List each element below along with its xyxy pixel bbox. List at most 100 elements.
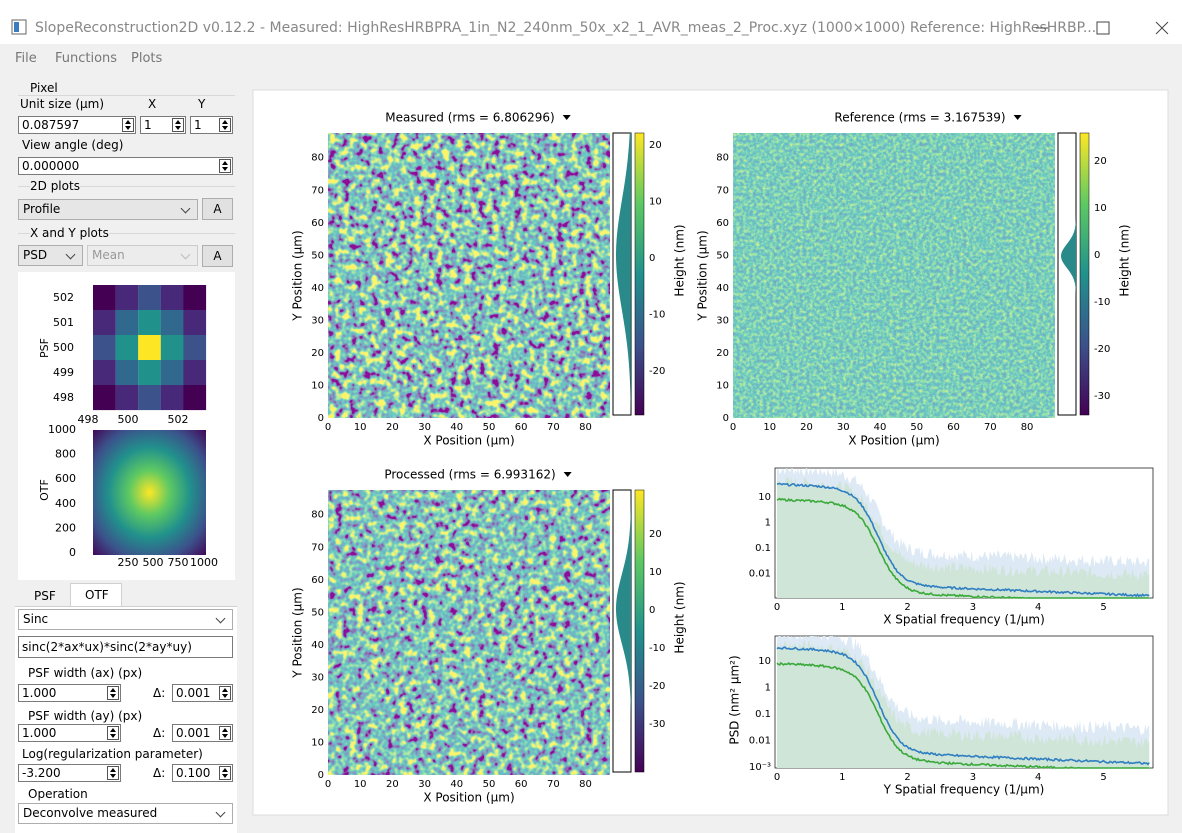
psf-cell: [115, 310, 139, 336]
x-tick-label: 0: [325, 422, 331, 433]
y-axis-label: Y Position (μm): [291, 230, 305, 321]
close-button[interactable]: [1155, 21, 1169, 35]
menu-plots[interactable]: Plots: [131, 51, 163, 66]
x-tick-label: 60: [515, 422, 528, 433]
colorbar-tick-label: 20: [1094, 156, 1107, 167]
x-tick-label: 20: [386, 422, 399, 433]
y-axis-label: PSF: [38, 338, 51, 358]
spinner[interactable]: [107, 766, 119, 780]
expression-input[interactable]: sinc(2*ax*ux)*sinc(2*ay*uy): [18, 636, 233, 658]
y-tick-label: 40: [311, 640, 324, 651]
combo-text: Mean: [92, 248, 125, 262]
input-text: 1: [144, 118, 152, 132]
y-tick-label: 50: [716, 250, 729, 261]
y-tick-label: 502: [53, 291, 74, 304]
button[interactable]: A: [202, 245, 233, 267]
reg-input[interactable]: -3.200: [18, 764, 121, 782]
operation-combo[interactable]: Deconvolve measured: [18, 803, 233, 824]
y-tick-label: 30: [716, 315, 729, 326]
dropdown-arrow[interactable]: [563, 472, 572, 477]
chevron: [180, 203, 191, 214]
psf-cell: [115, 385, 139, 411]
spinner[interactable]: [219, 766, 231, 780]
psf-cell: [160, 285, 184, 311]
y-tick-label: 0: [723, 413, 729, 424]
button[interactable]: A: [202, 198, 233, 220]
spinner[interactable]: [219, 726, 231, 740]
function-combo[interactable]: Sinc: [18, 609, 233, 630]
spinner[interactable]: [219, 118, 231, 132]
y-tick-label: 50: [311, 250, 324, 261]
psf-cell: [160, 385, 184, 411]
psf-cell: [160, 310, 184, 336]
delta-label: Δ:: [153, 766, 166, 780]
x-input[interactable]: 1: [140, 116, 186, 134]
combo-text: PSD: [23, 248, 48, 262]
tab-selected[interactable]: [70, 583, 122, 607]
group-line: [18, 233, 235, 234]
x-tick-label: 1: [839, 772, 845, 783]
y-tick-label: 10: [758, 656, 771, 667]
dropdown-arrow[interactable]: [562, 115, 571, 120]
colorbar-tick-label: 20: [649, 140, 662, 151]
colorbar-tick-label: -30: [1094, 391, 1110, 402]
ay-input[interactable]: 1.000: [18, 724, 121, 742]
input-text: -3.200: [22, 766, 61, 780]
menu-functions[interactable]: Functions: [55, 51, 118, 66]
chevron: [65, 249, 76, 260]
ay-delta-input[interactable]: 0.001: [172, 724, 233, 742]
field-label: Y: [198, 97, 206, 111]
x-axis-label: Y Spatial frequency (1/μm): [883, 783, 1045, 797]
y-tick-label: 600: [55, 472, 76, 485]
x-tick-label: 5: [1100, 772, 1106, 783]
spinner[interactable]: [122, 118, 134, 132]
x-tick-label: 40: [874, 422, 887, 433]
colorbar-tick-label: -30: [649, 719, 665, 730]
maximize-button[interactable]: [1096, 21, 1110, 35]
delta-label: Δ:: [153, 686, 166, 700]
tab-label[interactable]: PSF: [34, 589, 56, 603]
x-tick-label: 3: [970, 772, 976, 783]
x-tick-label: 0: [730, 422, 736, 433]
spinner[interactable]: [219, 159, 231, 173]
plot-title: Reference (rms = 3.167539): [834, 111, 1005, 125]
unit-input[interactable]: 0.087597: [18, 116, 136, 134]
psf-cell: [160, 335, 184, 361]
y-axis-label: PSD (nm² μm²): [728, 655, 742, 744]
y-tick-label: 40: [716, 283, 729, 294]
otf-image: [93, 430, 206, 555]
plots-2d-combo[interactable]: Profile: [18, 199, 198, 220]
y-input[interactable]: 1: [190, 116, 233, 134]
tab-label[interactable]: OTF: [85, 588, 109, 602]
spinner[interactable]: [219, 686, 231, 700]
y-tick-label: 200: [55, 521, 76, 534]
plots-xy-combo[interactable]: PSD: [18, 245, 83, 266]
group-label: 2D plots: [30, 179, 80, 193]
colorbar-tick-label: 10: [649, 197, 662, 208]
field-label: PSF width (ay) (px): [28, 709, 143, 723]
input-text: 0.001: [176, 686, 211, 700]
psd-curve: [776, 661, 1150, 770]
input-text: 1.000: [22, 686, 57, 700]
ax-delta-input[interactable]: 0.001: [172, 684, 233, 702]
window-title: SlopeReconstruction2D v0.12.2 - Measured…: [35, 20, 1096, 36]
y-tick-label: 0: [318, 770, 324, 781]
input-text: 0.001: [176, 726, 211, 740]
spinner[interactable]: [107, 726, 119, 740]
ax-input[interactable]: 1.000: [18, 684, 121, 702]
psf-cell: [138, 385, 161, 411]
y-tick-label: 70: [716, 185, 729, 196]
spinner[interactable]: [172, 118, 184, 132]
y-tick-label: 60: [311, 575, 324, 586]
dropdown-arrow[interactable]: [1013, 115, 1022, 120]
x-tick-label: 0: [325, 779, 331, 790]
spinner[interactable]: [107, 686, 119, 700]
group-line: [18, 186, 235, 187]
x-tick-label: 60: [947, 422, 960, 433]
reg-delta-input[interactable]: 0.100: [172, 764, 233, 782]
y-tick-label: 10: [716, 380, 729, 391]
angle-input[interactable]: 0.000000: [18, 157, 233, 175]
psf-cell: [183, 360, 207, 386]
menu-file[interactable]: File: [15, 51, 37, 66]
